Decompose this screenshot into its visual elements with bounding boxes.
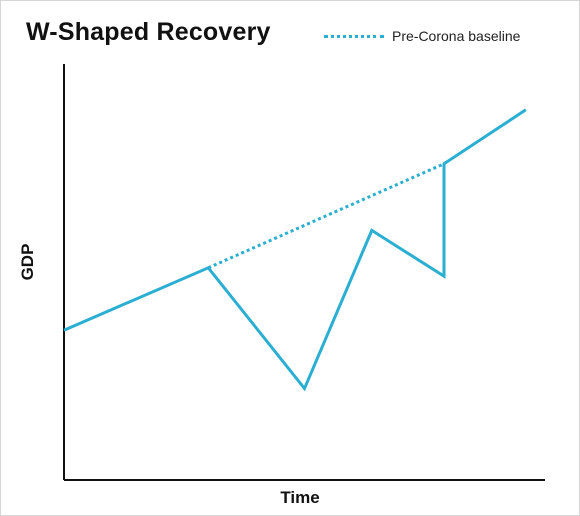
chart-series-layer (63, 108, 527, 392)
series-line-gdp-w-shape (63, 108, 527, 392)
chart-legend: Pre-Corona baseline (324, 26, 520, 46)
chart-axes (63, 64, 545, 481)
x-axis-label: Time (280, 488, 320, 507)
series-line-pre-corona-baseline (207, 162, 445, 270)
legend-swatch-dotted-line (324, 34, 384, 38)
legend-label-baseline: Pre-Corona baseline (392, 28, 521, 44)
chart-title: W-Shaped Recovery (26, 18, 271, 46)
y-axis-label: GDP (18, 243, 37, 281)
